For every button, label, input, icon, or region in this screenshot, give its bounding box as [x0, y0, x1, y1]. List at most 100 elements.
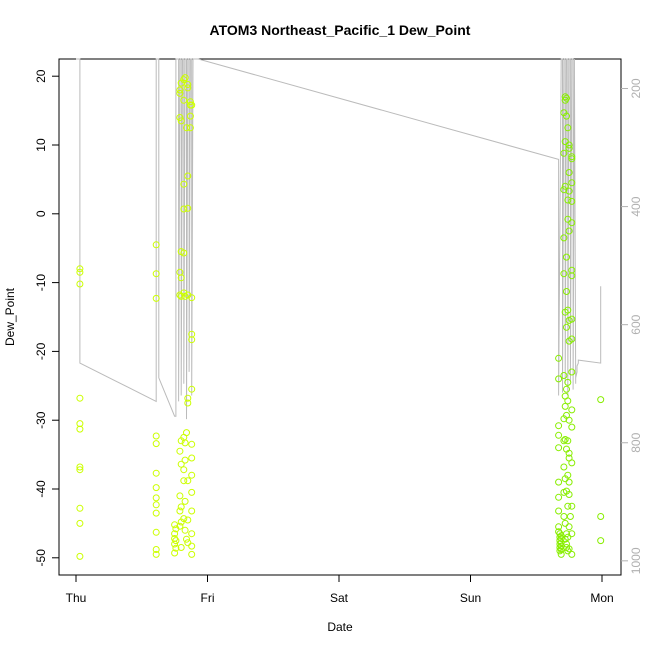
x-tick-label: Sun — [460, 591, 481, 605]
data-point — [555, 375, 563, 383]
data-point — [564, 547, 572, 555]
data-point — [556, 547, 564, 555]
data-point — [177, 544, 185, 551]
data-point — [568, 179, 576, 187]
data-point — [76, 463, 84, 471]
y-tick-label: 10 — [34, 138, 48, 152]
data-point — [565, 449, 573, 457]
data-point — [560, 149, 568, 157]
data-point — [181, 526, 189, 534]
data-point — [568, 550, 576, 558]
data-point — [568, 406, 576, 414]
data-point — [186, 112, 194, 120]
data-point — [152, 509, 160, 517]
data-point — [561, 182, 569, 190]
data-point — [565, 523, 573, 531]
data-point — [76, 466, 84, 474]
data-point — [561, 519, 569, 527]
data-point — [568, 219, 576, 227]
data-point — [564, 533, 572, 541]
y-tick-label: 0 — [34, 210, 48, 217]
data-point — [563, 112, 570, 120]
data-point — [555, 354, 563, 362]
data-point — [184, 172, 192, 180]
data-point — [564, 196, 572, 204]
data-point — [564, 124, 572, 132]
data-point — [565, 187, 573, 195]
data-point — [188, 454, 196, 462]
x-axis-label: Date — [327, 620, 353, 634]
data-point — [181, 74, 189, 82]
data-point — [76, 519, 84, 527]
data-point — [181, 439, 189, 447]
plot-frame — [58, 58, 622, 576]
data-point — [180, 76, 188, 84]
data-point — [560, 437, 568, 445]
data-point — [555, 431, 563, 439]
data-point — [176, 114, 184, 121]
data-point — [568, 368, 576, 376]
x-tick-label: Fri — [201, 591, 215, 605]
data-point — [555, 507, 563, 515]
data-point — [561, 138, 569, 146]
data-point — [152, 501, 160, 509]
data-point — [564, 378, 572, 386]
y-tick-label: -40 — [34, 480, 48, 498]
data-point — [557, 550, 565, 558]
data-point — [172, 544, 180, 552]
x-axis: Thu Fri Sat Sun Mon — [66, 575, 614, 605]
data-point — [564, 437, 572, 445]
data-point — [176, 522, 184, 530]
data-point — [560, 270, 568, 278]
data-point — [76, 504, 84, 512]
data-point — [177, 274, 185, 282]
data-point — [563, 94, 570, 102]
data-point — [180, 515, 188, 523]
data-point — [184, 516, 192, 524]
data-point — [563, 530, 570, 538]
data-point — [188, 336, 196, 344]
data-point-layer — [76, 74, 605, 560]
data-point — [181, 456, 189, 464]
right-axis: 200 400 600 800 1000 — [621, 78, 643, 574]
data-point — [152, 528, 160, 536]
data-point — [184, 84, 192, 92]
data-point — [568, 335, 576, 343]
data-point — [152, 546, 160, 553]
data-point — [568, 459, 576, 467]
data-point — [177, 460, 185, 468]
x-tick-label: Thu — [66, 591, 87, 605]
data-point — [560, 372, 568, 379]
data-point — [152, 440, 160, 448]
data-point — [171, 530, 179, 538]
data-point — [597, 396, 605, 404]
pressure-line — [76, 58, 602, 420]
data-point — [186, 124, 194, 132]
data-point — [568, 153, 576, 161]
data-point — [555, 523, 563, 531]
data-point — [563, 323, 570, 331]
data-point — [184, 394, 192, 402]
data-point — [564, 471, 572, 479]
data-point — [180, 466, 188, 474]
data-point — [568, 530, 576, 538]
data-point — [560, 463, 568, 471]
data-point — [152, 469, 160, 477]
data-point — [184, 81, 192, 88]
data-point — [180, 205, 188, 213]
data-point — [560, 234, 568, 242]
data-point — [152, 270, 160, 278]
data-point — [184, 539, 192, 547]
data-point — [561, 402, 569, 410]
data-point — [566, 513, 574, 520]
data-point — [568, 423, 576, 431]
y-tick-label: -50 — [34, 549, 48, 567]
data-point — [181, 497, 189, 505]
data-point — [561, 93, 569, 101]
y-axis: -50 -40 -30 -20 -10 0 10 20 — [34, 69, 59, 566]
y-tick-label: 20 — [34, 69, 48, 83]
data-point — [76, 268, 84, 276]
data-point — [171, 549, 179, 557]
